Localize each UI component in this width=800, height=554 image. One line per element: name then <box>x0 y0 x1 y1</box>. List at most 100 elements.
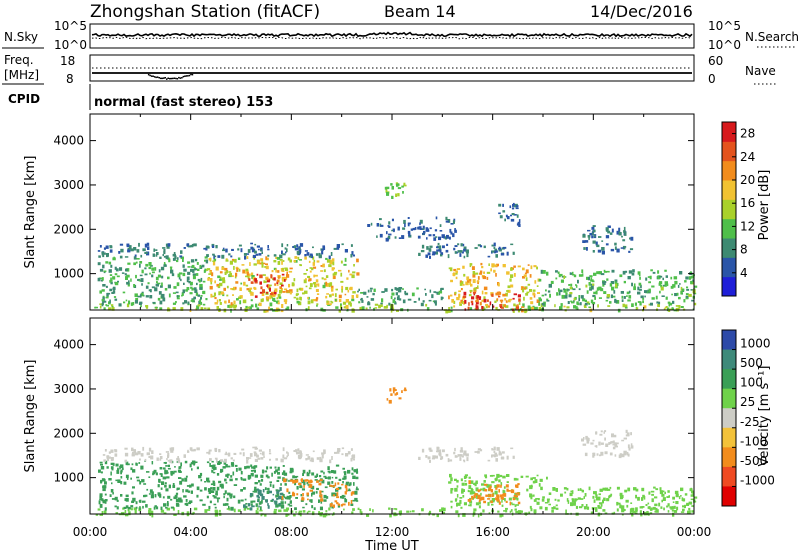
echo-cell <box>274 288 278 292</box>
echo-cell <box>491 503 494 506</box>
echo-cell <box>463 459 466 463</box>
echo-cell <box>299 450 302 453</box>
echo-cell <box>145 305 149 308</box>
echo-cell <box>330 259 332 262</box>
echo-cell <box>515 504 519 506</box>
echo-cell <box>488 487 492 491</box>
echo-cell <box>691 299 694 302</box>
echo-cell <box>624 489 628 493</box>
echo-cell <box>172 307 176 311</box>
echo-cell <box>98 500 101 505</box>
echo-cell <box>212 480 215 485</box>
echo-cell <box>139 261 143 264</box>
echo-cell <box>101 498 104 502</box>
echo-cell <box>106 455 109 458</box>
echo-cell <box>638 282 642 286</box>
echo-cell <box>440 456 444 459</box>
echo-cell <box>538 307 542 311</box>
echo-cell <box>102 454 106 456</box>
echo-cell <box>662 497 666 501</box>
echo-cell <box>563 275 565 279</box>
echo-cell <box>281 304 284 308</box>
echo-cell <box>369 287 373 290</box>
echo-cell <box>628 250 631 253</box>
power-colorbar-tick-label: 24 <box>740 150 755 164</box>
echo-cell <box>597 249 602 253</box>
echo-cell <box>105 304 108 306</box>
echo-cell <box>688 510 691 514</box>
echo-cell <box>155 472 158 476</box>
echo-cell <box>650 508 653 511</box>
echo-cell <box>251 275 255 279</box>
echo-cell <box>283 509 286 512</box>
echo-cell <box>287 452 289 457</box>
echo-cell <box>260 478 264 482</box>
echo-cell <box>171 447 175 451</box>
echo-cell <box>395 287 399 291</box>
echo-cell <box>231 275 234 277</box>
echo-cell <box>196 486 200 491</box>
echo-cell <box>476 280 480 283</box>
echo-cell <box>605 443 609 447</box>
echo-cell <box>440 254 443 257</box>
echo-cell <box>264 266 267 268</box>
echo-cell <box>206 495 209 499</box>
cpid-label: CPID <box>8 92 40 106</box>
echo-cell <box>253 465 256 470</box>
echo-cell <box>463 502 467 506</box>
echo-cell <box>341 285 344 290</box>
echo-cell <box>425 293 427 296</box>
echo-cell <box>397 226 400 231</box>
echo-cell <box>338 299 342 303</box>
echo-cell <box>644 295 646 298</box>
echo-cell <box>307 456 311 460</box>
echo-cell <box>224 490 227 494</box>
echo-cell <box>167 276 170 280</box>
echo-cell <box>468 294 472 297</box>
echo-cell <box>309 253 313 257</box>
echo-cell <box>183 282 185 285</box>
echo-cell <box>275 504 279 508</box>
echo-cell <box>573 305 577 309</box>
echo-cell <box>340 260 343 264</box>
echo-cell <box>275 256 279 259</box>
echo-cell <box>296 486 299 490</box>
echo-cell <box>225 464 228 468</box>
echo-cell <box>336 246 340 250</box>
echo-cell <box>457 454 461 457</box>
echo-cell <box>426 246 429 250</box>
echo-cell <box>281 273 285 276</box>
echo-cell <box>325 510 328 513</box>
echo-cell <box>661 493 665 497</box>
echo-cell <box>284 247 287 250</box>
freq-dip-point <box>164 77 166 79</box>
echo-cell <box>153 469 157 473</box>
echo-cell <box>605 243 609 246</box>
echo-cell <box>613 511 616 515</box>
echo-cell <box>204 487 207 491</box>
echo-cell <box>139 506 141 510</box>
echo-cell <box>601 240 604 242</box>
nsearch-tick-top: 10^5 <box>708 19 741 33</box>
echo-cell <box>464 480 467 482</box>
echo-cell <box>651 297 655 300</box>
echo-cell <box>470 283 473 287</box>
echo-cell <box>477 244 481 247</box>
echo-cell <box>175 291 179 294</box>
echo-cell <box>206 451 209 454</box>
echo-cell <box>254 278 257 282</box>
echo-cell <box>154 505 157 508</box>
freq-tick-top: 18 <box>60 54 75 68</box>
echo-cell <box>611 433 614 438</box>
echo-cell <box>243 281 246 286</box>
echo-cell <box>244 498 247 501</box>
echo-cell <box>316 303 319 306</box>
echo-cell <box>454 229 457 233</box>
nsearch-trace <box>91 36 693 40</box>
echo-cell <box>281 472 284 475</box>
echo-cell <box>292 479 296 484</box>
echo-cell <box>279 282 283 285</box>
echo-cell <box>178 500 181 503</box>
echo-cell <box>469 289 473 292</box>
